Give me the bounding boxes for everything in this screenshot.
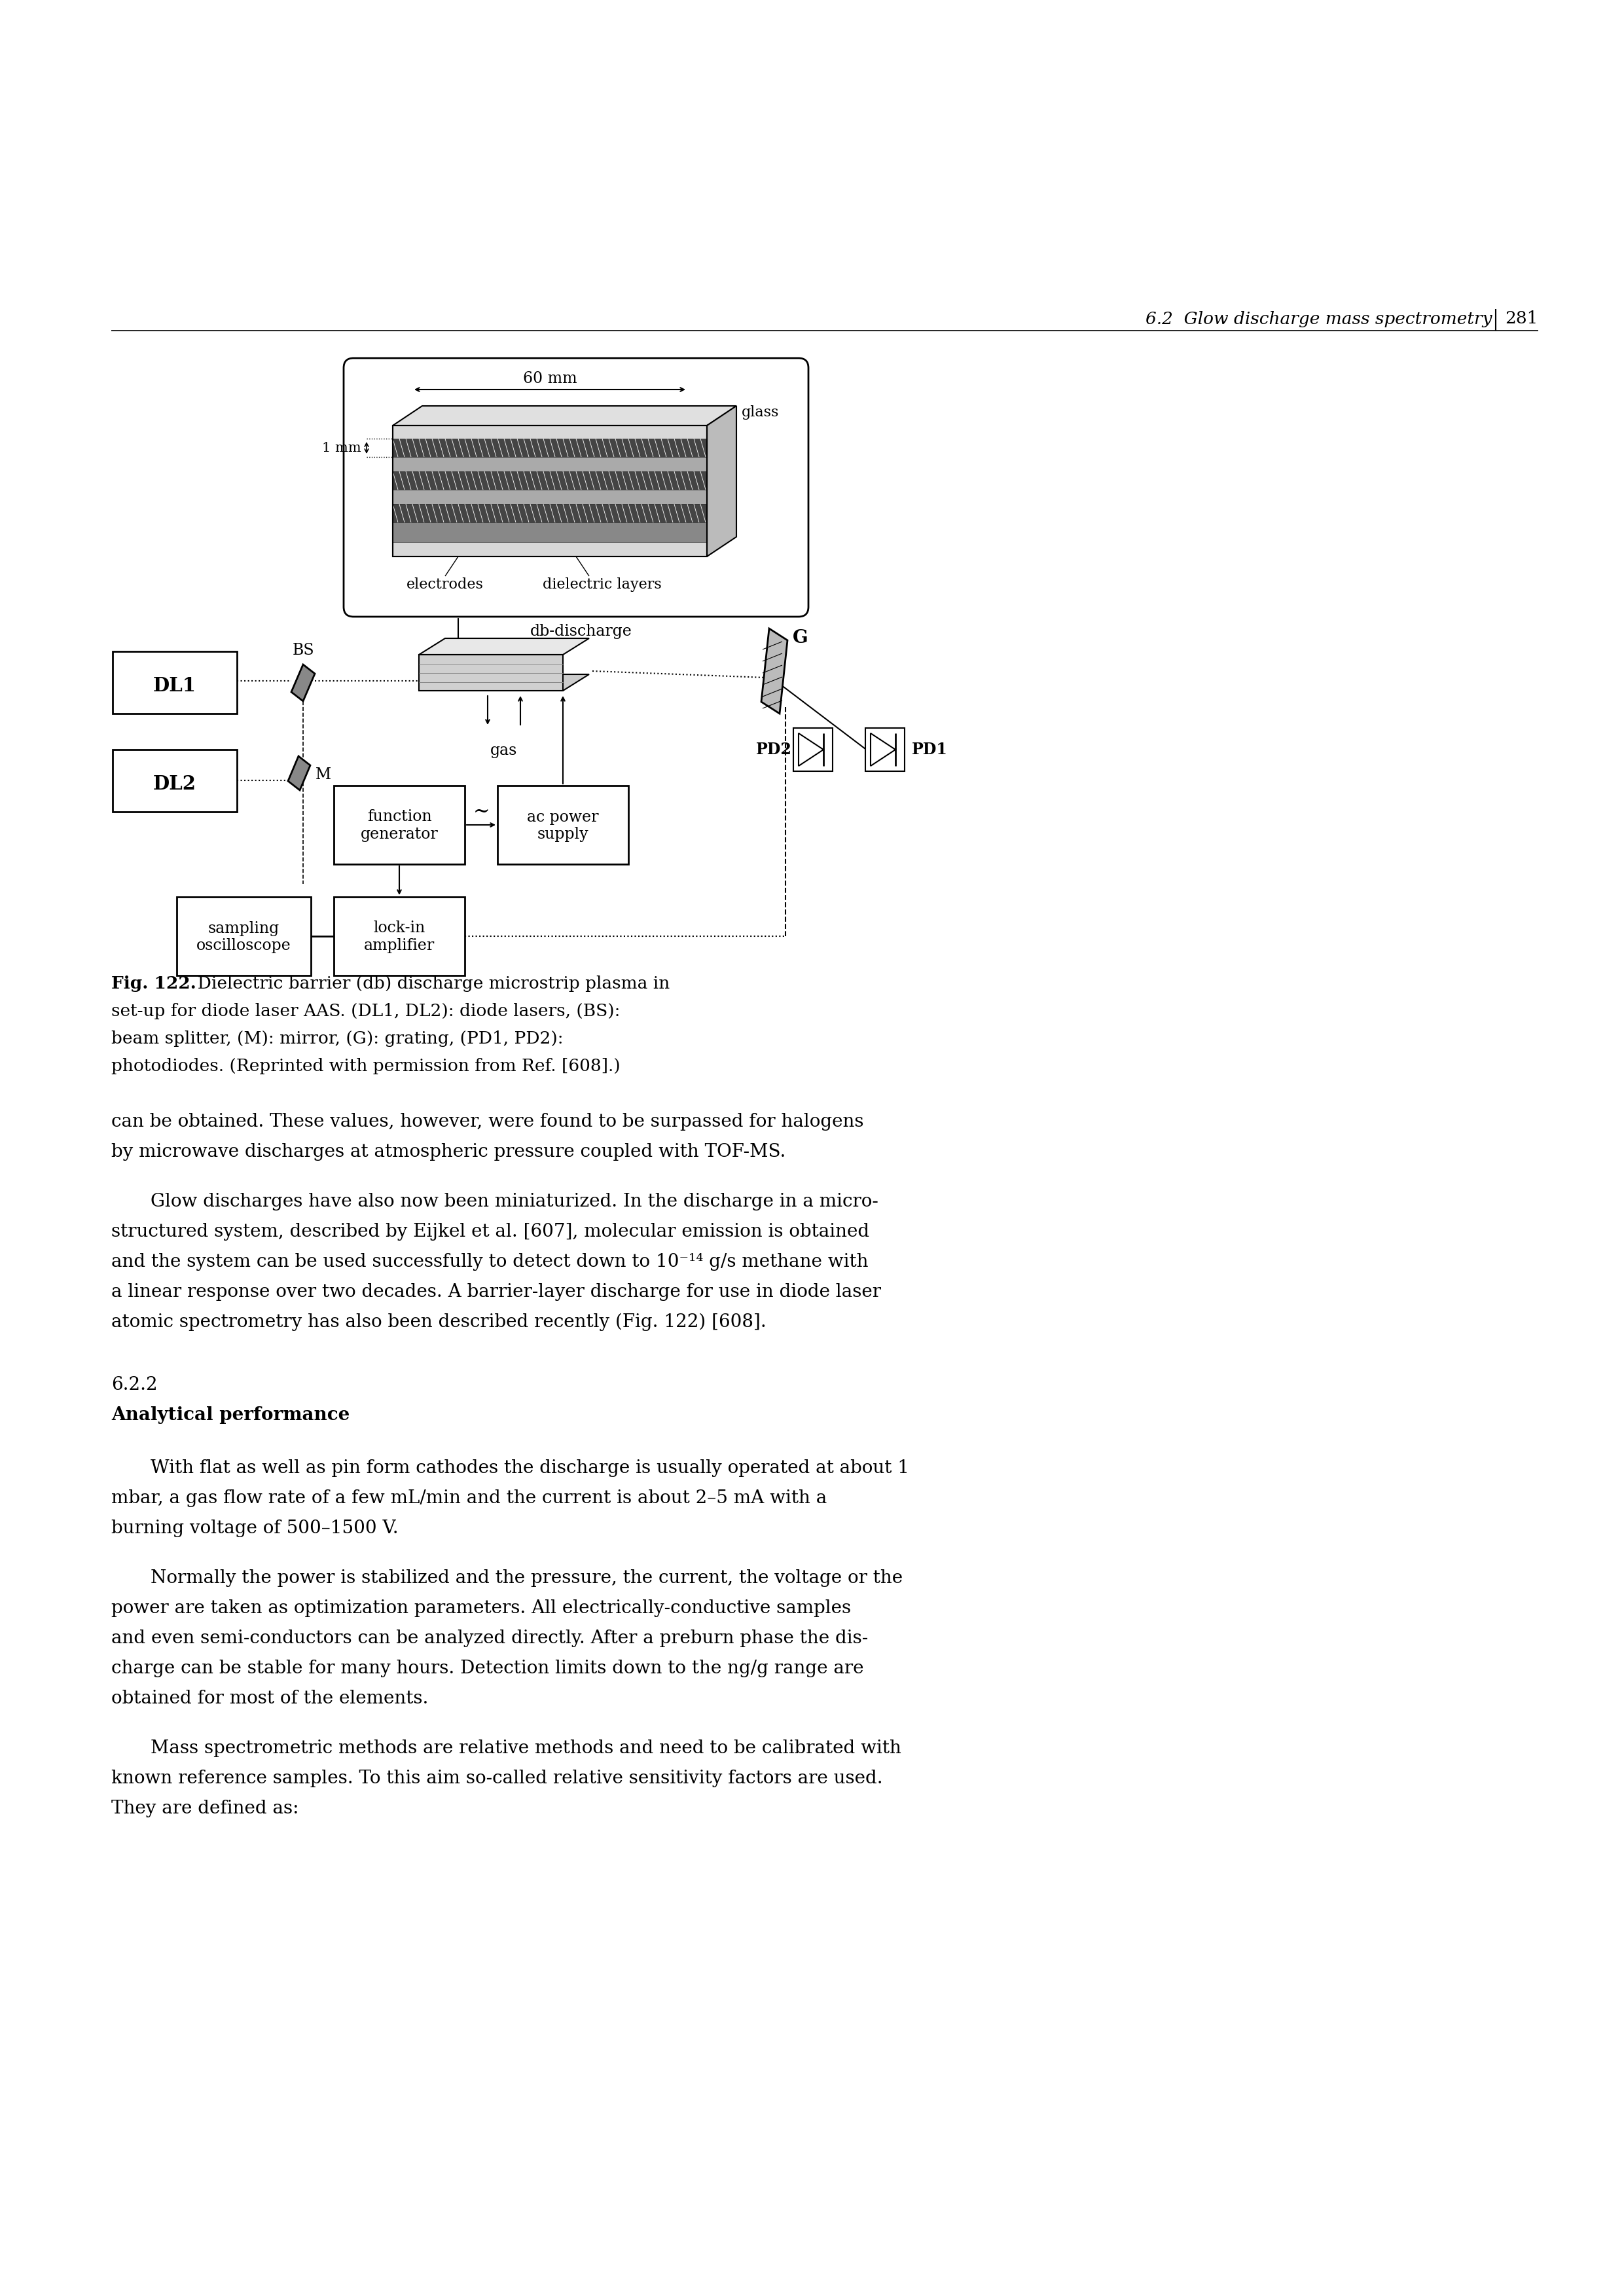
Text: 1 mm: 1 mm <box>322 440 361 454</box>
Text: Normally the power is stabilized and the pressure, the current, the voltage or t: Normally the power is stabilized and the… <box>151 1569 903 1587</box>
Text: can be obtained. These values, however, were found to be surpassed for halogens: can be obtained. These values, however, … <box>112 1113 864 1131</box>
Text: PD1: PD1 <box>911 741 948 757</box>
Text: Mass spectrometric methods are relative methods and need to be calibrated with: Mass spectrometric methods are relative … <box>151 1739 901 1757</box>
Text: 6.2.2: 6.2.2 <box>112 1376 158 1395</box>
Bar <box>393 505 706 523</box>
Text: 60 mm: 60 mm <box>523 372 577 385</box>
Text: They are defined as:: They are defined as: <box>112 1801 299 1817</box>
Bar <box>393 427 706 557</box>
Text: function: function <box>367 810 432 824</box>
Bar <box>112 651 237 713</box>
Bar <box>112 750 237 812</box>
Polygon shape <box>287 757 310 789</box>
Text: db-discharge: db-discharge <box>529 624 632 640</box>
Text: generator: generator <box>361 826 438 842</box>
Bar <box>335 897 464 975</box>
Text: DL1: DL1 <box>153 677 197 695</box>
Text: mbar, a gas flow rate of a few mL/min and the current is about 2–5 mA with a: mbar, a gas flow rate of a few mL/min an… <box>112 1489 827 1507</box>
Text: 6.2  Glow discharge mass spectrometry: 6.2 Glow discharge mass spectrometry <box>1147 310 1492 328</box>
Text: and the system can be used successfully to detect down to 10⁻¹⁴ g/s methane with: and the system can be used successfully … <box>112 1253 869 1271</box>
Polygon shape <box>870 734 895 766</box>
Bar <box>794 727 833 771</box>
Text: oscilloscope: oscilloscope <box>197 938 291 952</box>
Bar <box>393 489 706 505</box>
Text: electrodes: electrodes <box>406 578 484 592</box>
Text: photodiodes. (Reprinted with permission from Ref. [608].): photodiodes. (Reprinted with permission … <box>112 1058 620 1074</box>
Polygon shape <box>419 638 590 654</box>
Text: beam splitter, (M): mirror, (G): grating, (PD1, PD2):: beam splitter, (M): mirror, (G): grating… <box>112 1030 564 1046</box>
Bar <box>393 457 706 470</box>
Bar <box>177 897 310 975</box>
Text: lock-in: lock-in <box>374 920 425 936</box>
Text: structured system, described by Eijkel et al. [607], molecular emission is obtai: structured system, described by Eijkel e… <box>112 1223 869 1241</box>
Text: glass: glass <box>742 406 780 420</box>
Bar <box>393 438 706 457</box>
Text: ~: ~ <box>473 801 489 821</box>
Text: Dielectric barrier (db) discharge microstrip plasma in: Dielectric barrier (db) discharge micros… <box>187 975 669 991</box>
Text: Fig. 122.: Fig. 122. <box>112 975 197 991</box>
Bar <box>497 785 628 865</box>
Text: G: G <box>793 629 809 647</box>
Text: known reference samples. To this aim so-called relative sensitivity factors are : known reference samples. To this aim so-… <box>112 1769 883 1787</box>
Text: supply: supply <box>538 826 588 842</box>
Text: obtained for most of the elements.: obtained for most of the elements. <box>112 1691 429 1707</box>
Text: sampling: sampling <box>208 920 279 936</box>
FancyBboxPatch shape <box>344 358 809 617</box>
Text: by microwave discharges at atmospheric pressure coupled with TOF-MS.: by microwave discharges at atmospheric p… <box>112 1142 786 1161</box>
Polygon shape <box>419 654 564 690</box>
Text: PD2: PD2 <box>757 741 793 757</box>
Polygon shape <box>393 406 736 427</box>
Bar <box>393 427 706 557</box>
Bar <box>866 727 905 771</box>
Text: and even semi-conductors can be analyzed directly. After a preburn phase the dis: and even semi-conductors can be analyzed… <box>112 1629 869 1647</box>
Text: amplifier: amplifier <box>364 938 435 952</box>
Polygon shape <box>291 665 315 702</box>
Text: power are taken as optimization parameters. All electrically-conductive samples: power are taken as optimization paramete… <box>112 1599 851 1617</box>
Text: charge can be stable for many hours. Detection limits down to the ng/g range are: charge can be stable for many hours. Det… <box>112 1659 864 1677</box>
Polygon shape <box>799 734 823 766</box>
Text: Analytical performance: Analytical performance <box>112 1406 349 1425</box>
Text: set-up for diode laser AAS. (DL1, DL2): diode lasers, (BS):: set-up for diode laser AAS. (DL1, DL2): … <box>112 1002 620 1019</box>
Text: atomic spectrometry has also been described recently (Fig. 122) [608].: atomic spectrometry has also been descri… <box>112 1312 767 1331</box>
Text: DL2: DL2 <box>153 773 197 794</box>
Text: gas: gas <box>490 743 518 757</box>
Text: 281: 281 <box>1505 310 1538 328</box>
Bar <box>393 470 706 489</box>
Polygon shape <box>419 674 590 690</box>
Text: With flat as well as pin form cathodes the discharge is usually operated at abou: With flat as well as pin form cathodes t… <box>151 1459 909 1477</box>
Text: BS: BS <box>292 642 313 658</box>
Text: a linear response over two decades. A barrier-layer discharge for use in diode l: a linear response over two decades. A ba… <box>112 1282 882 1301</box>
Text: Glow discharges have also now been miniaturized. In the discharge in a micro-: Glow discharges have also now been minia… <box>151 1193 879 1211</box>
Polygon shape <box>706 406 736 557</box>
Polygon shape <box>762 629 788 713</box>
Text: ac power: ac power <box>528 810 599 824</box>
Bar <box>335 785 464 865</box>
Text: M: M <box>315 766 331 782</box>
Text: dielectric layers: dielectric layers <box>542 578 661 592</box>
Bar <box>393 523 706 541</box>
Text: burning voltage of 500–1500 V.: burning voltage of 500–1500 V. <box>112 1519 398 1537</box>
